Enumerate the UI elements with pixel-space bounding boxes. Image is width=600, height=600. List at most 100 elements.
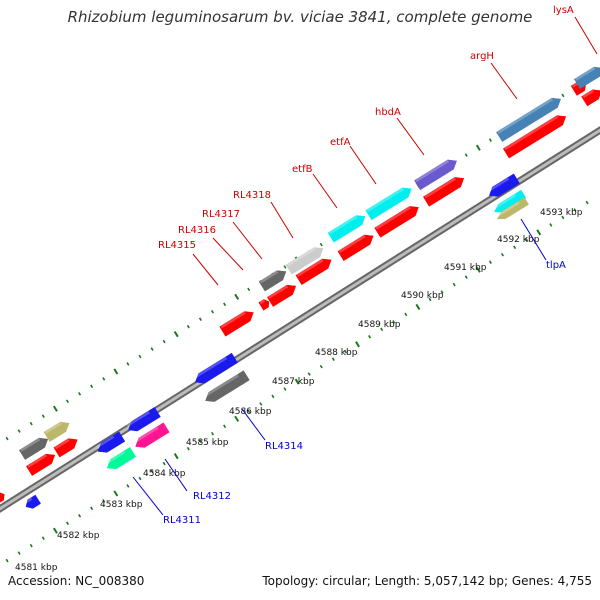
inner-tick [331,357,335,361]
scale-label: 4591 kbp [444,263,487,273]
scale-label: 4593 kbp [540,208,583,218]
outer-tick [488,138,492,142]
gene-label-etfb: etfB [292,164,313,175]
outer-tick [5,436,9,441]
scale-label: 4581 kbp [15,563,58,573]
leader-line [132,476,164,516]
cds-etfb [327,215,366,243]
backbone-highlight [0,128,600,511]
outer-tick [90,384,94,389]
cds-rl4316-shade [259,299,266,305]
scale-label: 4590 kbp [401,291,444,301]
inner-tick [150,469,154,473]
cds-etfa [365,187,412,221]
gene-label-rl4318: RL4318 [233,190,271,201]
inner-tick [78,514,82,518]
cds-lysa-shade [575,67,596,81]
cds-etfa-red-shade [338,235,366,253]
inner-tick [234,415,240,422]
accession-text: Accession: NC_008380 [8,574,145,588]
cds-rl4316 [258,299,270,311]
inner-tick [247,409,251,414]
map-title: Rhizobium leguminosarum bv. viciae 3841,… [67,8,533,26]
outer-tick [223,302,227,307]
cds-rl4316-gray [258,270,287,292]
inner-tick [536,229,542,236]
outer-tick [29,421,33,426]
cds-left-red-2-shade [54,438,70,450]
cds-etfa-red [337,234,374,262]
cds-rl4314 [205,370,250,402]
gene-label-rl4312: RL4312 [193,491,231,502]
leader-line [574,16,598,55]
gene-labels: RL4315 RL4316 RL4317 RL4318 etfB etfA hbdA argH… [158,5,574,526]
outer-tick [464,153,468,157]
inner-tick [271,394,275,399]
cds-blue-mid [128,407,161,432]
leader-line [164,458,188,492]
cds-hbda [414,159,457,191]
cds-tlpa-cyan-shade [493,193,517,210]
inner-tick [52,527,58,534]
cds-left-gray [19,437,49,460]
leader-line [349,145,377,185]
inner-tick [41,536,45,540]
cds-tlpa-cyan [494,189,527,213]
cds-blue-upper-shade [487,177,510,193]
inner-tick [138,476,142,481]
inner-tick [5,558,9,563]
inner-tick [126,484,130,488]
inner-tick [380,327,384,332]
inner-tick [573,208,577,212]
inner-tick-track [5,200,589,563]
cds-left-red-shade [27,454,48,468]
outer-tick [41,414,45,418]
cds-tlpa-shade [496,201,520,218]
inner-tick [259,402,263,406]
gene-label-rl4311: RL4311 [163,515,201,526]
cds-blue-upper [489,173,520,197]
outer-tick [173,331,179,338]
cds-blue-small [97,431,126,453]
cds-rl4314-blue-shade [193,356,228,380]
outer-tick [475,144,481,151]
cds-etfb-red-shade [296,259,324,277]
inner-tick [162,461,166,466]
cds-rl4312 [135,422,170,448]
outer-tick [561,93,565,98]
leader-line [396,117,425,156]
scale-label: 4585 kbp [186,438,229,448]
gene-label-rl4314: RL4314 [265,441,303,452]
outer-tick [162,339,166,344]
inner-tick [415,303,421,311]
cds-rl4318 [285,247,324,275]
cds-hbda-red [374,206,419,238]
leader-line [192,253,219,286]
scale-label: 4582 kbp [57,531,100,541]
outer-tick [234,293,240,300]
leader-line [490,62,518,100]
genome-backbone [0,126,600,513]
cds-blue-small-shade [96,435,115,449]
gene-label-hbda: hbdA [375,107,401,118]
cds-rl4314-blue [195,352,238,384]
inner-tick [307,372,311,376]
scale-label: 4587 kbp [272,377,315,387]
cds-left-olive [43,421,70,442]
cds-left-olive-shade [44,422,62,434]
inner-tick [525,238,529,242]
inner-tick [500,252,505,257]
cds-rl4317-shade [268,285,289,299]
inner-tick [17,551,21,555]
cds-etfb-shade [328,215,358,235]
leader-line [232,221,263,260]
inner-tick [90,506,94,511]
outer-tick [78,392,82,396]
cds-argh-red-shade [504,115,559,151]
inner-tick [355,341,360,348]
outer-tick [52,405,58,412]
cds-etfb-red [295,258,332,286]
cds-left-red [26,453,56,476]
inner-tick [319,364,323,369]
cds-argh-red [502,115,567,159]
